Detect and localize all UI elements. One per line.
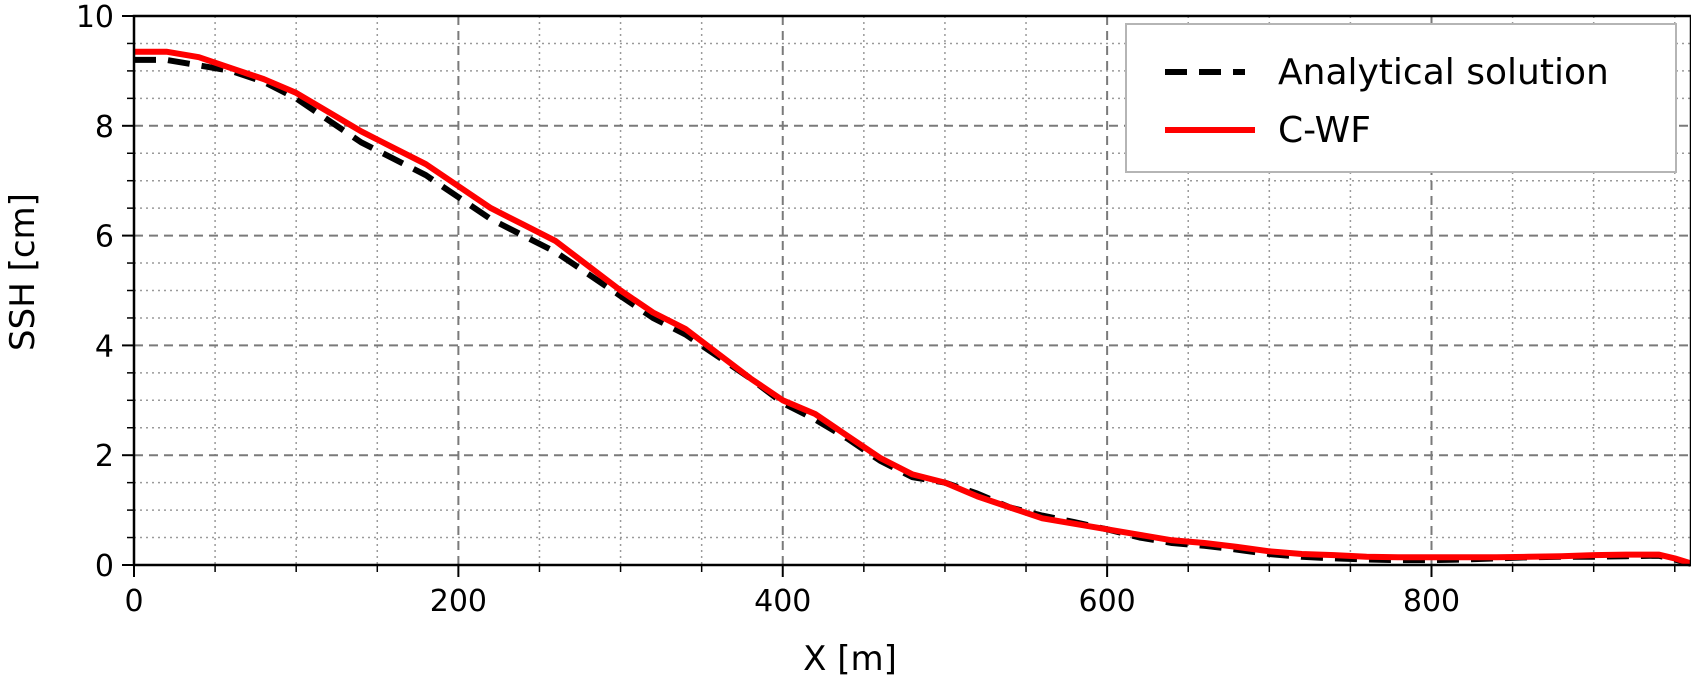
tick-labels: 0 200 400 600 800 0 2 4 6 8 10 <box>76 0 1460 619</box>
y-tick-label: 4 <box>95 329 114 364</box>
x-tick-label: 400 <box>754 584 811 619</box>
legend: Analytical solution C-WF <box>1125 23 1677 173</box>
x-tick-label: 200 <box>430 584 487 619</box>
y-tick-label: 0 <box>95 549 114 584</box>
x-axis-label: X [m] <box>803 639 897 679</box>
legend-label-cwf: C-WF <box>1278 110 1371 151</box>
x-tick-label: 0 <box>124 584 143 619</box>
series-layer <box>134 48 1691 567</box>
y-tick-label: 2 <box>95 439 114 474</box>
y-tick-label: 10 <box>76 0 114 35</box>
series-line-cwf <box>134 48 1691 567</box>
legend-label-analytical: Analytical solution <box>1278 52 1609 93</box>
legend-box <box>1125 23 1677 173</box>
y-tick-label: 6 <box>95 220 114 255</box>
y-tick-label: 8 <box>95 110 114 145</box>
y-axis-label: SSH [cm] <box>3 193 43 351</box>
axis-ticks <box>122 15 1676 577</box>
x-tick-label: 600 <box>1078 584 1135 619</box>
x-tick-label: 800 <box>1403 584 1460 619</box>
